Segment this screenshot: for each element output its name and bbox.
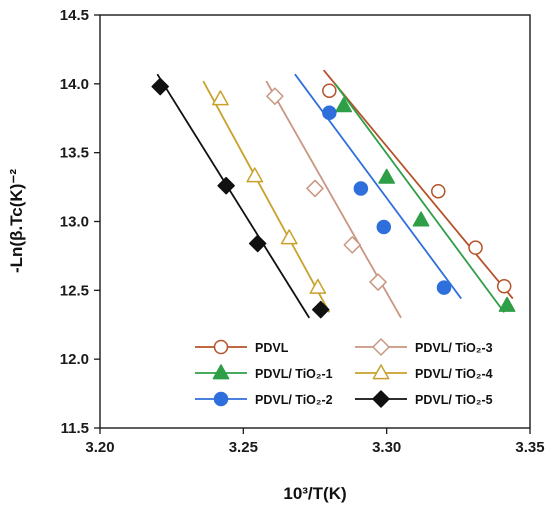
legend: PDVL PDVL/ TiO₂-1 PDVL/ TiO₂-2 PDVL/ TiO₂-3…	[195, 338, 493, 408]
data-point	[212, 90, 229, 106]
fit-line	[334, 83, 505, 313]
x-tick-label: 3.25	[229, 439, 258, 456]
x-tick-label: 3.20	[85, 439, 114, 456]
x-axis-ticks: 3.20 3.25 3.30 3.35	[85, 428, 545, 456]
data-point	[376, 219, 392, 235]
data-point	[311, 300, 330, 319]
legend-label: PDVL	[255, 341, 289, 355]
y-tick-label: 12.5	[60, 282, 89, 299]
fit-line	[322, 69, 514, 300]
data-point	[266, 87, 284, 105]
data-point	[343, 236, 362, 254]
data-point	[412, 211, 430, 227]
data-point	[335, 97, 353, 113]
legend-item: PDVL/ TiO₂-1	[195, 364, 333, 381]
legend-swatch-marker	[213, 391, 229, 407]
data-point	[369, 273, 387, 291]
data-points	[151, 77, 516, 319]
y-tick-label: 14.5	[60, 7, 89, 24]
data-point	[280, 229, 298, 245]
data-point	[309, 278, 327, 294]
legend-swatch-marker	[213, 339, 229, 355]
legend-item: PDVL/ TiO₂-3	[355, 338, 493, 356]
legend-item: PDVL/ TiO₂-5	[355, 390, 493, 408]
x-axis-label: 10³/T(K)	[283, 484, 346, 503]
legend-label: PDVL/ TiO₂-1	[255, 367, 333, 381]
legend-swatch-marker	[372, 390, 390, 408]
data-point	[431, 183, 446, 199]
y-tick-label: 14.0	[60, 76, 89, 93]
data-point	[151, 77, 169, 96]
data-point	[378, 168, 396, 184]
legend-label: PDVL/ TiO₂-4	[415, 367, 493, 381]
data-point	[306, 179, 324, 198]
legend-item: PDVL	[195, 339, 289, 355]
data-point	[246, 167, 264, 183]
y-tick-label: 13.5	[60, 145, 89, 162]
legend-label: PDVL/ TiO₂-5	[415, 393, 493, 407]
fit-lines	[156, 69, 514, 319]
y-tick-label: 11.5	[61, 420, 89, 437]
data-point	[498, 296, 516, 312]
data-point	[248, 234, 267, 253]
fit-line	[156, 73, 311, 319]
data-point	[322, 105, 337, 120]
legend-swatch-marker	[372, 338, 390, 356]
fit-line	[202, 80, 331, 313]
legend-label: PDVL/ TiO₂-3	[415, 341, 493, 355]
x-tick-label: 3.30	[372, 439, 401, 456]
legend-swatch-marker	[212, 364, 230, 380]
y-axis-ticks: 11.5 12.0 12.5 13.0 13.5 14.0 14.5	[60, 7, 100, 437]
y-tick-label: 12.0	[60, 351, 89, 368]
data-point	[436, 280, 452, 295]
data-point	[353, 181, 369, 196]
data-point	[217, 176, 235, 195]
legend-label: PDVL/ TiO₂-2	[255, 393, 333, 407]
data-point	[496, 278, 512, 294]
legend-swatch-marker	[372, 364, 390, 380]
legend-item: PDVL/ TiO₂-4	[355, 364, 493, 381]
y-axis-label: -Ln(β.Tc(K)⁻²	[7, 169, 26, 273]
y-tick-label: 13.0	[60, 214, 89, 231]
data-point	[322, 83, 337, 98]
data-point	[468, 240, 483, 255]
legend-item: PDVL/ TiO₂-2	[195, 391, 333, 407]
x-tick-label: 3.35	[515, 439, 544, 456]
